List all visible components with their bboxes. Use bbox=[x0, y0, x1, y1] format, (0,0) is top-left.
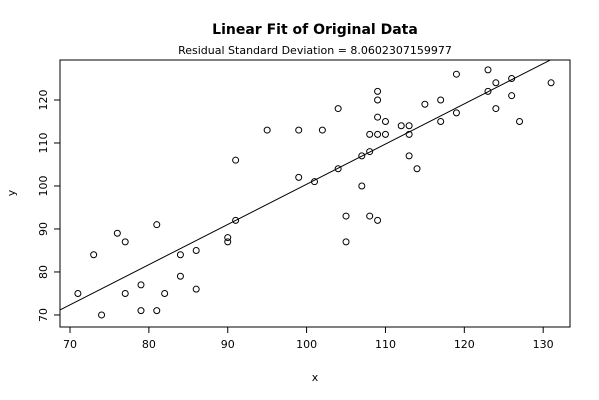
data-point bbox=[366, 130, 374, 138]
data-point bbox=[121, 238, 129, 246]
data-point bbox=[342, 238, 350, 246]
data-point bbox=[508, 74, 516, 82]
chart-title: Linear Fit of Original Data bbox=[212, 22, 418, 38]
data-point bbox=[121, 289, 129, 297]
y-tick-label: 70 bbox=[37, 308, 50, 322]
data-point bbox=[366, 212, 374, 220]
data-point bbox=[113, 229, 121, 237]
data-point bbox=[192, 246, 200, 254]
data-point bbox=[334, 105, 342, 113]
data-point bbox=[492, 79, 500, 87]
x-tick-label: 80 bbox=[142, 338, 156, 351]
data-point bbox=[452, 109, 460, 117]
x-tick-label: 120 bbox=[454, 338, 475, 351]
data-point bbox=[547, 79, 555, 87]
data-point bbox=[358, 182, 366, 190]
data-point bbox=[516, 117, 524, 125]
data-point bbox=[224, 238, 232, 246]
x-tick-label: 90 bbox=[221, 338, 235, 351]
data-point bbox=[342, 212, 350, 220]
x-tick-label: 70 bbox=[63, 338, 77, 351]
data-point bbox=[374, 130, 382, 138]
data-point bbox=[176, 272, 184, 280]
data-point bbox=[381, 130, 389, 138]
data-point bbox=[374, 216, 382, 224]
data-point bbox=[374, 96, 382, 104]
y-tick-label: 80 bbox=[37, 265, 50, 279]
x-tick-label: 110 bbox=[375, 338, 396, 351]
data-point bbox=[176, 251, 184, 259]
data-point bbox=[90, 251, 98, 259]
x-axis-label: x bbox=[312, 371, 319, 384]
data-point bbox=[508, 92, 516, 100]
data-point bbox=[452, 70, 460, 78]
chart-subtitle: Residual Standard Deviation = 8.06023071… bbox=[178, 44, 452, 57]
data-point bbox=[374, 87, 382, 95]
data-point bbox=[137, 307, 145, 315]
data-point bbox=[492, 105, 500, 113]
plot-frame bbox=[59, 59, 571, 328]
y-tick-label: 90 bbox=[37, 222, 50, 236]
data-point bbox=[413, 165, 421, 173]
data-point bbox=[366, 148, 374, 156]
data-point bbox=[232, 156, 240, 164]
data-point bbox=[405, 130, 413, 138]
data-point bbox=[153, 221, 161, 229]
data-point bbox=[295, 173, 303, 181]
y-tick-label: 110 bbox=[37, 132, 50, 153]
data-point bbox=[381, 117, 389, 125]
data-point bbox=[437, 96, 445, 104]
data-point bbox=[263, 126, 271, 134]
data-point bbox=[192, 285, 200, 293]
data-point bbox=[437, 117, 445, 125]
data-point bbox=[224, 234, 232, 242]
data-point bbox=[232, 216, 240, 224]
x-tick-label: 130 bbox=[533, 338, 554, 351]
data-point bbox=[74, 289, 82, 297]
data-point bbox=[318, 126, 326, 134]
x-tick-label: 100 bbox=[296, 338, 317, 351]
y-axis-label: y bbox=[5, 189, 18, 196]
data-point bbox=[334, 165, 342, 173]
data-point bbox=[374, 113, 382, 121]
data-point bbox=[137, 281, 145, 289]
data-point bbox=[421, 100, 429, 108]
data-point bbox=[310, 178, 318, 186]
data-point bbox=[484, 66, 492, 74]
data-point bbox=[161, 289, 169, 297]
data-point bbox=[98, 311, 106, 319]
data-point bbox=[153, 307, 161, 315]
data-point bbox=[405, 122, 413, 130]
data-point bbox=[295, 126, 303, 134]
y-tick-label: 120 bbox=[37, 89, 50, 110]
data-point bbox=[405, 152, 413, 160]
data-point bbox=[484, 87, 492, 95]
data-point bbox=[358, 152, 366, 160]
fit-line bbox=[60, 60, 552, 311]
y-tick-label: 100 bbox=[37, 175, 50, 196]
data-point bbox=[397, 122, 405, 130]
